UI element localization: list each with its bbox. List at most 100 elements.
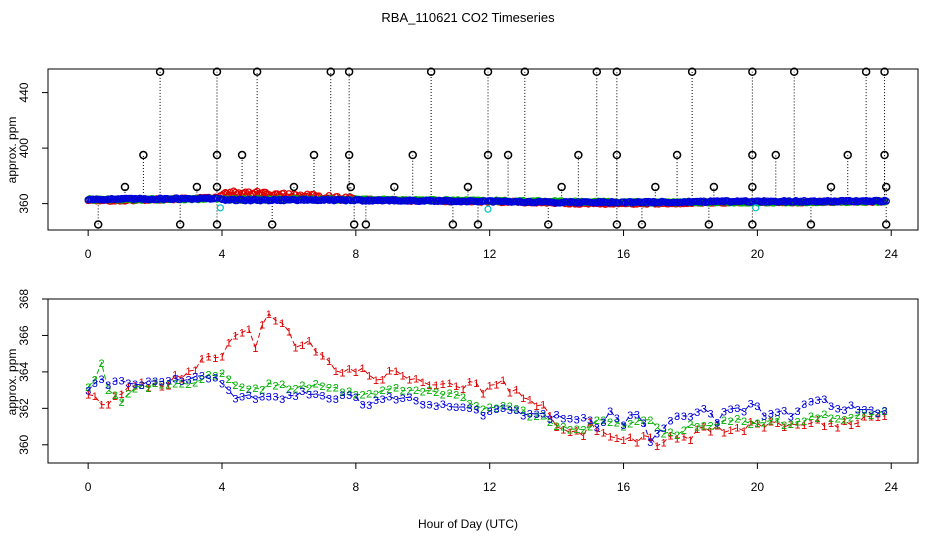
- bottom-series-1-marker: 1: [306, 336, 312, 348]
- top-series-3-point: [481, 197, 489, 205]
- bottom-series-2-marker: 2: [359, 390, 365, 402]
- top-outlier-point: [483, 150, 493, 160]
- bottom-series-3-marker: 3: [681, 411, 687, 423]
- bottom-series-1-marker: 1: [835, 422, 841, 434]
- top-plot-frame: [47, 68, 919, 231]
- bottom-y-tick-label: 362: [17, 398, 31, 418]
- bottom-series-1-marker: 1: [119, 389, 125, 401]
- top-outlier-point: [212, 67, 222, 77]
- bottom-series-1-marker: 1: [513, 384, 519, 396]
- top-series-3-point: [800, 196, 808, 205]
- top-series-3-point: [760, 197, 768, 205]
- top-series-1-point: [231, 188, 239, 197]
- bottom-series-1-marker: 1: [152, 378, 158, 390]
- top-outlier-point: [483, 67, 493, 77]
- bottom-series-2-marker: 2: [339, 387, 345, 399]
- top-series-3-point: [758, 198, 767, 206]
- bottom-series-2-marker: 2: [460, 392, 466, 404]
- bottom-series-3-marker: 3: [159, 376, 165, 388]
- bottom-series-3-marker: 3: [493, 404, 499, 416]
- top-series-3-point: [516, 197, 524, 205]
- bottom-series-3-marker: 3: [440, 399, 446, 411]
- bottom-x-tick-label: 12: [483, 480, 497, 494]
- top-series-3-point: [300, 196, 308, 204]
- bottom-series-3-marker: 3: [400, 393, 406, 405]
- bottom-series-3-marker: 3: [620, 420, 626, 432]
- bottom-series-2-marker: 2: [266, 378, 272, 390]
- bottom-series-1-marker: 1: [661, 437, 667, 449]
- top-series-3-point: [780, 197, 788, 205]
- top-outlier-point: [520, 67, 530, 77]
- bottom-series-1-marker: 1: [741, 426, 747, 438]
- bottom-series-2-marker: 2: [346, 386, 352, 398]
- top-series-3-point: [790, 198, 798, 206]
- bottom-series-3-marker: 3: [801, 399, 807, 411]
- bottom-series-3-marker: 3: [239, 391, 245, 403]
- bottom-series-3-marker: 3: [112, 376, 118, 388]
- top-outlier-point: [344, 150, 354, 160]
- bottom-series-3-marker: 3: [707, 409, 713, 421]
- bottom-y-tick-label: 368: [17, 289, 31, 309]
- bottom-x-tick-label: 8: [353, 480, 360, 494]
- bottom-series-1-marker: 1: [815, 415, 821, 427]
- bottom-series-1-marker: 1: [728, 425, 734, 437]
- bottom-series-3-marker: 3: [259, 392, 265, 404]
- bottom-series-2-marker: 2: [520, 405, 526, 417]
- bottom-series-3-marker: 3: [413, 396, 419, 408]
- bottom-series-1-marker: 1: [855, 418, 861, 430]
- bottom-series-3-marker: 3: [815, 395, 821, 407]
- bottom-series-3-marker: 3: [125, 378, 131, 390]
- bottom-series-3-marker: 3: [554, 409, 560, 421]
- top-series-1-point: [251, 188, 260, 197]
- bottom-series-2-marker: 2: [112, 390, 118, 402]
- top-series-3-point: [464, 198, 472, 206]
- bottom-series-2-marker: 2: [574, 424, 580, 436]
- top-series-3-point: [648, 199, 656, 207]
- bottom-series-1-marker: 1: [560, 424, 566, 436]
- top-outlier-point: [448, 220, 458, 229]
- bottom-series-1-marker: 1: [774, 418, 780, 430]
- bottom-series-2-marker: 2: [861, 407, 867, 419]
- top-series-3-point: [593, 199, 601, 207]
- bottom-series-3-marker: 3: [359, 400, 365, 412]
- bottom-series-2-marker: 2: [554, 421, 560, 433]
- bottom-series-1-marker: 1: [319, 350, 325, 362]
- bottom-series-2-marker: 2: [707, 421, 713, 433]
- bottom-series-3-marker: 3: [380, 394, 386, 406]
- top-outlier-point: [881, 182, 891, 192]
- bottom-series-2-marker: 2: [600, 415, 606, 427]
- bottom-series-1-marker: 1: [313, 347, 319, 359]
- top-outlier-point: [704, 220, 714, 229]
- bottom-series-2-marker: 2: [299, 380, 305, 392]
- bottom-series-2-marker: 2: [694, 421, 700, 433]
- bottom-series-3-marker: 3: [754, 401, 760, 413]
- top-outlier-point: [120, 182, 130, 192]
- bottom-series-1-marker: 1: [507, 387, 513, 399]
- bottom-series-1-marker: 1: [647, 432, 653, 444]
- bottom-series-2-marker: 2: [560, 422, 566, 434]
- bottom-series-2-marker: 2: [580, 425, 586, 437]
- top-series-3-point: [233, 197, 241, 205]
- bottom-series-3-marker: 3: [299, 386, 305, 398]
- bottom-series-3-marker: 3: [868, 405, 874, 417]
- bottom-series-2-marker: 2: [647, 415, 653, 427]
- top-outlier-point: [175, 220, 185, 229]
- bottom-series-1-marker: 1: [667, 430, 673, 442]
- top-outlier-point: [748, 67, 757, 77]
- bottom-series-3-marker: 3: [721, 407, 727, 419]
- bottom-series-3-marker: 3: [293, 391, 299, 403]
- bottom-series-3-marker: 3: [333, 394, 339, 406]
- top-series-3-point: [650, 197, 658, 206]
- bottom-series-2-marker: 2: [159, 380, 165, 392]
- bottom-series-3-marker: 3: [487, 406, 493, 418]
- top-series-3-point: [598, 199, 606, 207]
- bottom-series-3-marker: 3: [728, 404, 734, 416]
- bottom-series-1-marker: 1: [808, 418, 814, 430]
- bottom-series-3-marker: 3: [152, 376, 158, 388]
- bottom-series-3-marker: 3: [339, 390, 345, 402]
- bottom-series-1-marker: 1: [185, 366, 191, 378]
- top-outlier-point: [346, 182, 356, 192]
- bottom-series-1-marker: 1: [279, 318, 285, 330]
